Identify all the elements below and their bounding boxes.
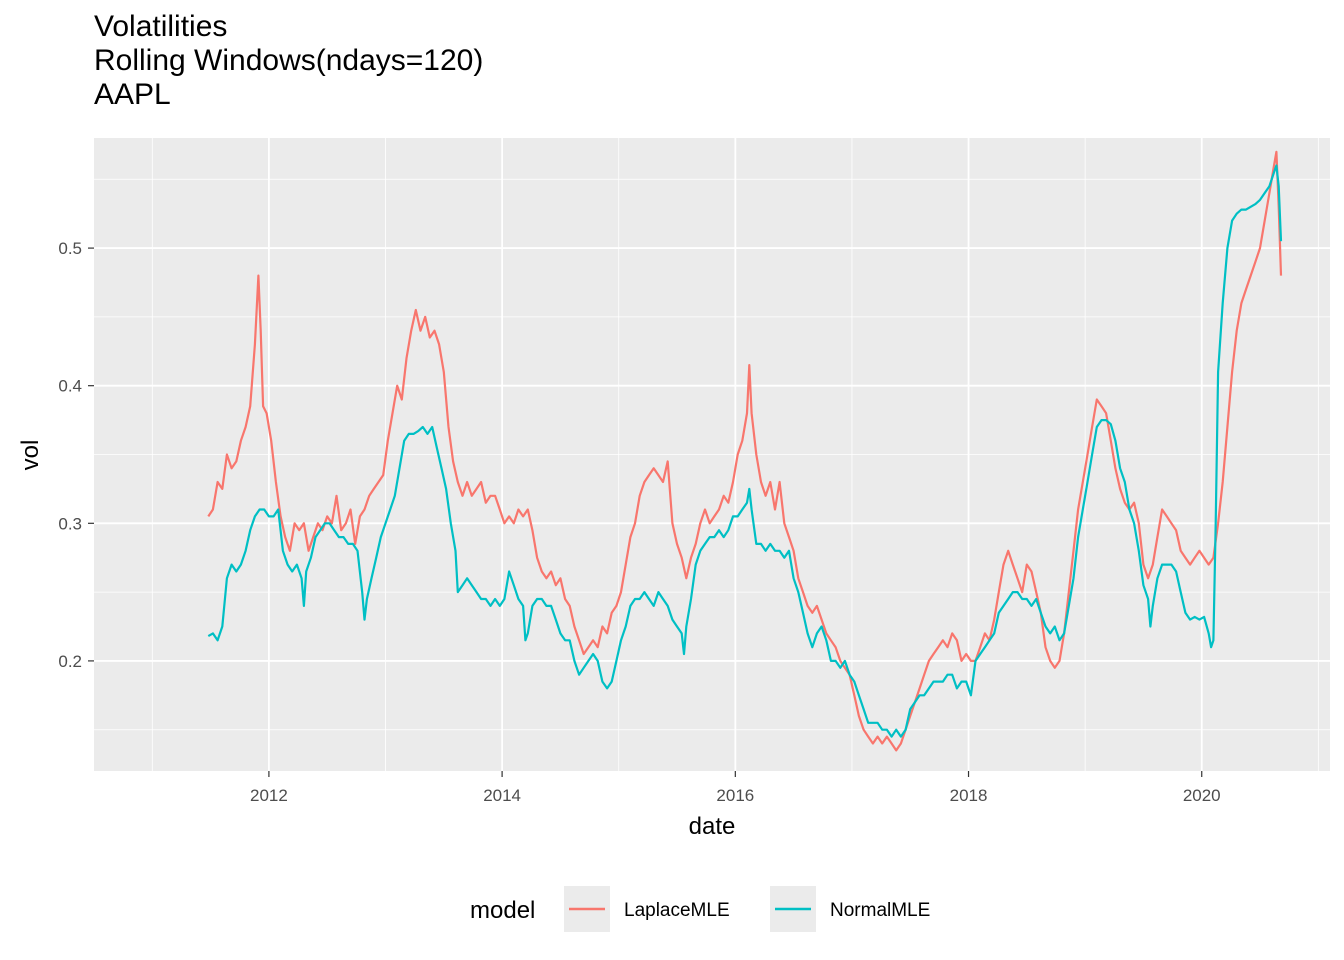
chart-title-block: Volatilities Rolling Windows(ndays=120) … <box>94 10 483 112</box>
x-tick-label: 2012 <box>250 786 288 805</box>
x-tick-label: 2020 <box>1183 786 1221 805</box>
legend-item-laplacemle: LaplaceMLE <box>564 886 730 932</box>
x-tick-label: 2014 <box>483 786 521 805</box>
y-axis-title: vol <box>17 440 44 471</box>
x-tick-label: 2018 <box>950 786 988 805</box>
series-layer <box>207 150 1283 752</box>
y-tick-label: 0.4 <box>58 377 82 396</box>
series-line-laplacemle <box>207 150 1283 752</box>
grid-major <box>94 138 1330 771</box>
y-tick-label: 0.2 <box>58 652 82 671</box>
series-line-normalmle <box>207 164 1283 738</box>
legend-label-laplacemle: LaplaceMLE <box>624 900 730 921</box>
legend: model LaplaceMLE NormalMLE <box>470 886 930 932</box>
y-tick-label: 0.3 <box>58 514 82 533</box>
chart-title: Volatilities <box>94 10 228 43</box>
x-axis-title: date <box>689 813 736 840</box>
x-tick-label: 2016 <box>716 786 754 805</box>
y-tick-label: 0.5 <box>58 239 82 258</box>
y-axis: 0.2 0.3 0.4 0.5 <box>58 239 94 671</box>
chart-subtitle-line-2: AAPL <box>94 78 171 111</box>
legend-label-normalmle: NormalMLE <box>830 900 930 921</box>
x-axis: 2012 2014 2016 2018 2020 <box>250 771 1221 805</box>
legend-title: model <box>470 897 535 924</box>
chart-subtitle-line-1: Rolling Windows(ndays=120) <box>94 44 484 77</box>
legend-item-normalmle: NormalMLE <box>770 886 930 932</box>
